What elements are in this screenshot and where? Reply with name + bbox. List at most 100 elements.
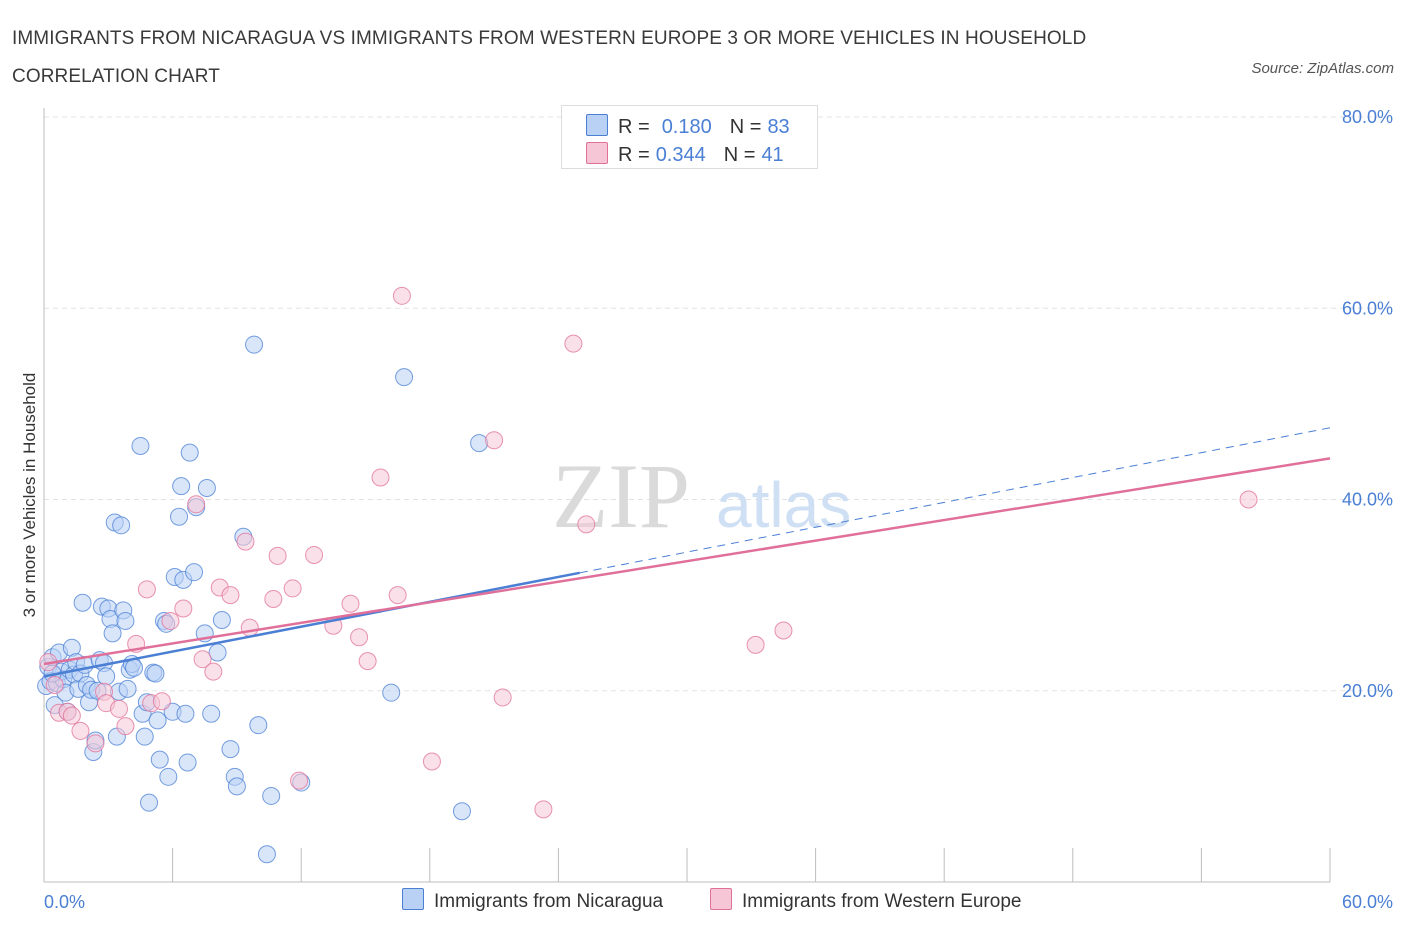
western-europe-point [62,706,81,725]
legend-item-nicaragua: Immigrants from Nicaragua [402,888,663,913]
western-europe-point [534,800,553,819]
nicaragua-swatch [586,114,608,136]
axis-layer: 3 or more Vehicles in Household 0.0% 60.… [20,108,1393,912]
western-europe-point [290,771,309,790]
nicaragua-point [208,643,227,662]
western-europe-point [236,532,255,551]
legend-label-western-europe: Immigrants from Western Europe [742,891,1022,912]
y-tick-label: 20.0% [1342,681,1393,701]
western-europe-point [193,650,212,669]
points-layer [37,286,1258,864]
western-europe-point [493,688,512,707]
r-value: 0.180 [661,116,712,138]
western-europe-swatch [586,142,608,164]
x-tick-label-min: 0.0% [44,892,85,912]
n-label: N = [723,144,756,166]
western-europe-point [161,611,180,630]
legend-item-western-europe: Immigrants from Western Europe [710,888,1021,913]
y-tick-label: 40.0% [1342,490,1393,510]
nicaragua-point [135,727,154,746]
nicaragua-point [245,335,264,354]
western-europe-point [392,286,411,305]
western-europe-point [221,586,240,605]
nicaragua-point [227,777,246,796]
nicaragua-point [176,704,195,723]
western-europe-point [350,628,369,647]
western-europe-point [358,652,377,671]
nicaragua-point [212,610,231,629]
western-europe-point [305,545,324,564]
legend-label-nicaragua: Immigrants from Nicaragua [434,891,664,912]
nicaragua-point [395,368,414,387]
correlation-legend: R = 0.180 N = 83 R = 0.344 N = 41 [561,105,818,169]
western-europe-point [283,579,302,598]
nicaragua-point [97,667,116,686]
western-europe-point [577,515,596,534]
western-europe-point [137,580,156,599]
nicaragua-point [116,611,135,630]
nicaragua-point [112,516,131,535]
nicaragua-point [470,434,489,453]
n-value: 83 [767,116,790,138]
nicaragua-point [140,793,159,812]
western-europe-point [240,618,259,637]
nicaragua-point [73,593,92,612]
western-europe-point [388,586,407,605]
nicaragua-trendline-extension [579,427,1331,574]
y-axis-title: 3 or more Vehicles in Household [20,373,39,618]
y-tick-label: 60.0% [1342,298,1393,318]
n-value: 41 [761,144,784,166]
series-legend: Immigrants from Nicaragua Immigrants fro… [0,888,1406,916]
nicaragua-point [103,624,122,643]
y-tick-label: 80.0% [1342,107,1393,127]
western-europe-point [485,431,504,450]
nicaragua-point [382,683,401,702]
nicaragua-trendline [43,571,581,678]
western-europe-point [71,721,90,740]
r-value: 0.344 [655,144,706,166]
western-europe-point [174,599,193,618]
nicaragua-point [146,664,165,683]
nicaragua-point [125,658,144,677]
western-europe-trendline [43,457,1331,666]
western-europe-point [268,546,287,565]
nicaragua-point [172,477,191,496]
chart-title: IMMIGRANTS FROM NICARAGUA VS IMMIGRANTS … [12,28,1087,87]
trend-layer [43,427,1331,678]
legend-row-nicaragua: R = 0.180 N = 83 [586,114,790,140]
nicaragua-point [452,802,471,821]
western-europe-point [264,589,283,608]
nicaragua-swatch [402,888,424,910]
nicaragua-point [150,750,169,769]
watermark: ZIP atlas [552,445,851,547]
x-tick-label-max: 60.0% [1342,892,1393,912]
nicaragua-point [262,786,281,805]
western-europe-point [152,692,171,711]
nicaragua-point [180,443,199,462]
western-europe-swatch [710,888,732,910]
western-europe-point [45,676,64,695]
western-europe-point [564,334,583,353]
western-europe-point [1239,490,1258,509]
nicaragua-point [131,436,150,455]
nicaragua-point [185,563,204,582]
watermark-atlas: atlas [716,469,851,541]
watermark-zip: ZIP [552,445,690,547]
nicaragua-point [197,479,216,498]
western-europe-point [204,662,223,681]
r-label: R = [618,144,650,166]
nicaragua-point [118,679,137,698]
western-europe-point [341,594,360,613]
western-europe-point [187,495,206,514]
western-europe-point [422,752,441,771]
western-europe-point [116,717,135,736]
legend-row-western-europe: R = 0.344 N = 41 [586,142,784,168]
nicaragua-point [170,507,189,526]
western-europe-point [746,635,765,654]
western-europe-point [110,699,129,718]
nicaragua-point [159,767,178,786]
source-credit: Source: ZipAtlas.com [1251,60,1394,77]
western-europe-point [774,621,793,640]
nicaragua-point [202,704,221,723]
